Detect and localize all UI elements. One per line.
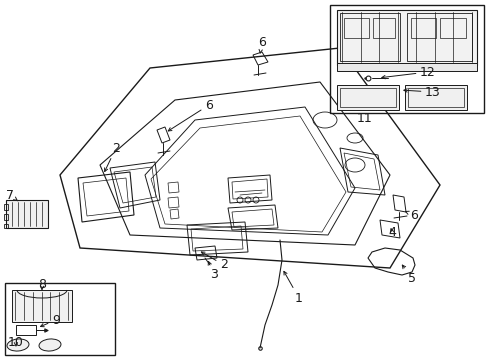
Bar (4, 224, 8, 228)
Bar (343, 18, 368, 38)
Text: 9: 9 (41, 314, 60, 327)
Bar (406, 13, 471, 61)
Ellipse shape (7, 339, 29, 351)
Text: 6: 6 (405, 208, 417, 221)
Text: 2: 2 (201, 252, 227, 271)
Bar (6, 200, 48, 228)
Text: 6: 6 (168, 99, 212, 131)
Bar (336, 63, 476, 71)
Bar (336, 85, 398, 110)
Bar (407, 88, 463, 107)
Text: 4: 4 (387, 225, 395, 239)
Bar (336, 10, 476, 65)
Text: 10: 10 (8, 337, 24, 350)
Text: 8: 8 (38, 279, 46, 292)
Bar (339, 88, 395, 107)
Text: 2: 2 (104, 141, 120, 171)
Bar (404, 85, 466, 110)
Text: 12: 12 (381, 66, 435, 79)
Text: 5: 5 (402, 265, 415, 284)
Text: 7: 7 (6, 189, 18, 202)
Text: 11: 11 (356, 112, 372, 125)
Bar (16, 325, 36, 335)
Bar (4, 214, 8, 220)
Bar (4, 204, 8, 210)
Bar (5, 283, 115, 355)
Bar (339, 13, 399, 61)
Bar (372, 18, 394, 38)
Bar (12, 290, 72, 322)
Ellipse shape (39, 339, 61, 351)
Text: 1: 1 (284, 271, 302, 305)
Text: 13: 13 (403, 86, 440, 99)
Bar (329, 5, 483, 113)
Text: 3: 3 (208, 262, 218, 282)
Text: 6: 6 (258, 36, 265, 53)
Bar (410, 18, 435, 38)
Bar (439, 18, 465, 38)
